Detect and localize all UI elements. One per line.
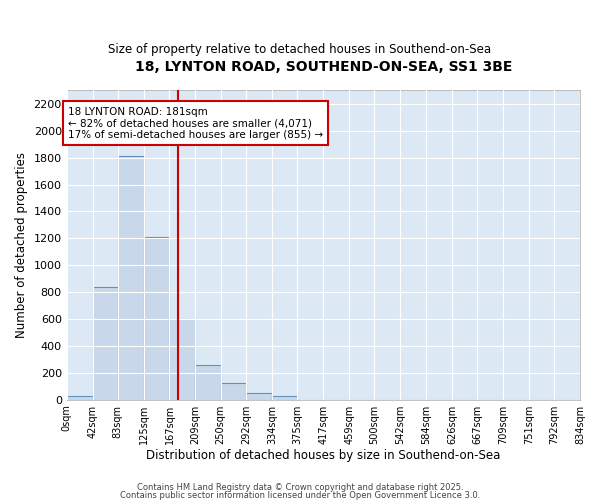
Text: Contains public sector information licensed under the Open Government Licence 3.: Contains public sector information licen… [120,491,480,500]
Bar [196,366,221,400]
Text: Contains HM Land Registry data © Crown copyright and database right 2025.: Contains HM Land Registry data © Crown c… [137,484,463,492]
Bar [67,396,92,400]
Text: 18 LYNTON ROAD: 181sqm
← 82% of detached houses are smaller (4,071)
17% of semi-: 18 LYNTON ROAD: 181sqm ← 82% of detached… [68,106,323,140]
X-axis label: Distribution of detached houses by size in Southend-on-Sea: Distribution of detached houses by size … [146,450,500,462]
Title: 18, LYNTON ROAD, SOUTHEND-ON-SEA, SS1 3BE: 18, LYNTON ROAD, SOUTHEND-ON-SEA, SS1 3B… [134,60,512,74]
Bar [272,396,298,400]
Bar [118,156,143,400]
Y-axis label: Number of detached properties: Number of detached properties [15,152,28,338]
Bar [169,319,196,400]
Bar [92,287,118,400]
Bar [247,393,272,400]
Bar [221,383,247,400]
Text: Size of property relative to detached houses in Southend-on-Sea: Size of property relative to detached ho… [109,42,491,56]
Bar [143,237,169,400]
